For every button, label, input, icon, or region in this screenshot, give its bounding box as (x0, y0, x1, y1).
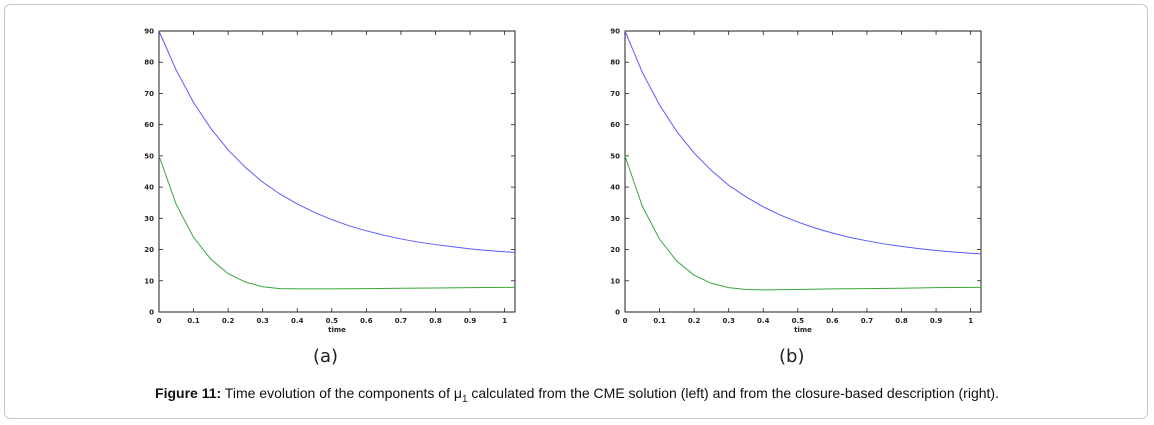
caption-label: Figure 11: (155, 385, 222, 401)
series-line-1 (624, 30, 982, 255)
x-tick-label: 1 (968, 317, 973, 325)
y-tick-label: 70 (144, 90, 154, 98)
x-tick-label: 0.9 (464, 317, 477, 325)
plot-frame (624, 30, 982, 313)
x-tick-label: 0.6 (826, 317, 839, 325)
y-tick-label: 90 (610, 28, 620, 36)
x-tick-label: 0.2 (222, 317, 235, 325)
x-tick-label: 0.4 (757, 317, 770, 325)
chart-a: 0 0.1 0.2 0.3 0.4 0.5 0.6 0.7 0.8 0.9 101020304050… (144, 28, 516, 334)
plot-frame (158, 30, 516, 313)
y-tick-label: 60 (144, 121, 154, 129)
caption-subscript: 1 (461, 393, 468, 405)
y-tick-label: 90 (144, 28, 154, 36)
y-tick-label: 0 (615, 309, 620, 317)
x-tick-label: 0.8 (429, 317, 442, 325)
y-tick-label: 20 (144, 246, 154, 254)
panel-b: 0 0.1 0.2 0.3 0.4 0.5 0.6 0.7 0.8 0.9 1 0 10 20 30 40 50… (471, 5, 1031, 367)
x-tick-label: 0.3 (722, 317, 735, 325)
x-tick-label: 1 (502, 317, 507, 325)
x-tick-label: 0 (623, 317, 628, 325)
x-tick-label: 0.5 (326, 317, 339, 325)
x-tick-label: 0.5 (792, 317, 805, 325)
x-axis-label: time (328, 326, 346, 334)
x-tick-label: 0.8 (895, 317, 908, 325)
y-tick-label: 40 (144, 184, 154, 192)
y-tick-label: 80 (610, 59, 620, 67)
chart-b: 0 0.1 0.2 0.3 0.4 0.5 0.6 0.7 0.8 0.9 101020304050… (610, 28, 982, 334)
x-tick-label: 0 (157, 317, 162, 325)
panel-a: 0 0.1 0.2 0.3 0.4 0.5 0.6 0.7 0.8 0.9 1 0 10 20 30 40 50… (5, 5, 565, 367)
panel-label-b: (b) (779, 346, 805, 367)
y-tick-label: 50 (144, 152, 154, 160)
caption-text-after: calculated from the CME solution (left) … (467, 385, 999, 401)
x-tick-label: 0.3 (256, 317, 269, 325)
y-tick-label: 10 (144, 277, 154, 285)
y-tick-label: 10 (610, 277, 620, 285)
x-tick-label: 0.7 (861, 317, 874, 325)
y-tick-label: 60 (610, 121, 620, 129)
x-tick-label: 0.2 (688, 317, 701, 325)
x-tick-label: 0.1 (187, 317, 200, 325)
x-tick-label: 0.1 (653, 317, 666, 325)
y-tick-label: 30 (144, 215, 154, 223)
figure-frame: 0 0.1 0.2 0.3 0.4 0.5 0.6 0.7 0.8 0.9 1 0 10 20 30 40 50… (4, 4, 1148, 419)
x-tick-label: 0.6 (360, 317, 373, 325)
y-tick-label: 50 (610, 152, 620, 160)
x-tick-label: 0.9 (930, 317, 943, 325)
y-tick-label: 30 (610, 215, 620, 223)
x-tick-label: 0.7 (395, 317, 408, 325)
panel-label-a: (a) (313, 346, 339, 367)
x-tick-label: 0.4 (291, 317, 304, 325)
y-tick-label: 0 (149, 309, 154, 317)
x-axis-label: time (794, 326, 812, 334)
series-line-2 (624, 155, 981, 291)
caption-text-before: Time evolution of the components of μ (221, 385, 462, 401)
series-line-1 (158, 30, 516, 253)
y-tick-label: 70 (610, 90, 620, 98)
y-tick-label: 40 (610, 184, 620, 192)
y-tick-label: 80 (144, 59, 154, 67)
y-tick-label: 20 (610, 246, 620, 254)
figure-caption: Figure 11: Time evolution of the compone… (5, 385, 1149, 405)
series-line-2 (158, 155, 515, 290)
